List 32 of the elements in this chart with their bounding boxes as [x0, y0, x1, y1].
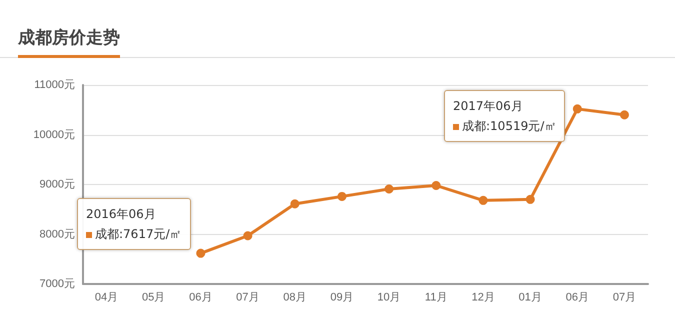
- x-tick-label: 11月: [424, 292, 448, 304]
- x-tick-label: 07月: [612, 292, 636, 304]
- y-tick-label: 10000元: [33, 128, 75, 141]
- y-tick-label: 11000元: [34, 79, 75, 91]
- point: [478, 196, 488, 205]
- y-tick-label: 8000元: [40, 228, 75, 240]
- x-tick-label: 04月: [94, 292, 118, 304]
- y-tick-label: 9000元: [40, 178, 75, 190]
- point: [620, 110, 629, 120]
- x-tick-label: 08月: [283, 292, 306, 304]
- x-tick-label: 12月: [472, 292, 495, 304]
- x-tick-label: 06月: [566, 292, 589, 304]
- point: [384, 184, 394, 194]
- point: [196, 248, 206, 258]
- x-tick-label: 05月: [142, 292, 166, 304]
- x-tick-label: 10月: [377, 292, 401, 304]
- annotation: 2017年06月: [453, 98, 524, 115]
- x-tick-label: 07月: [236, 292, 260, 304]
- point: [337, 192, 346, 201]
- chart-title: 成都房价走势: [18, 26, 120, 58]
- annotation: 成都:10519元/㎡: [462, 119, 556, 133]
- annotation: 成都:7617元/㎡: [95, 227, 182, 241]
- x-tick-label: 09月: [330, 292, 354, 304]
- point: [243, 231, 252, 240]
- point: [432, 180, 441, 190]
- annotation: 2016年06月: [86, 206, 157, 223]
- point: [572, 104, 582, 114]
- y-tick-label: 7000元: [40, 278, 75, 290]
- point: [526, 194, 535, 204]
- x-tick-label: 01月: [518, 292, 542, 304]
- x-tick-label: 06月: [189, 292, 212, 304]
- point: [290, 199, 300, 208]
